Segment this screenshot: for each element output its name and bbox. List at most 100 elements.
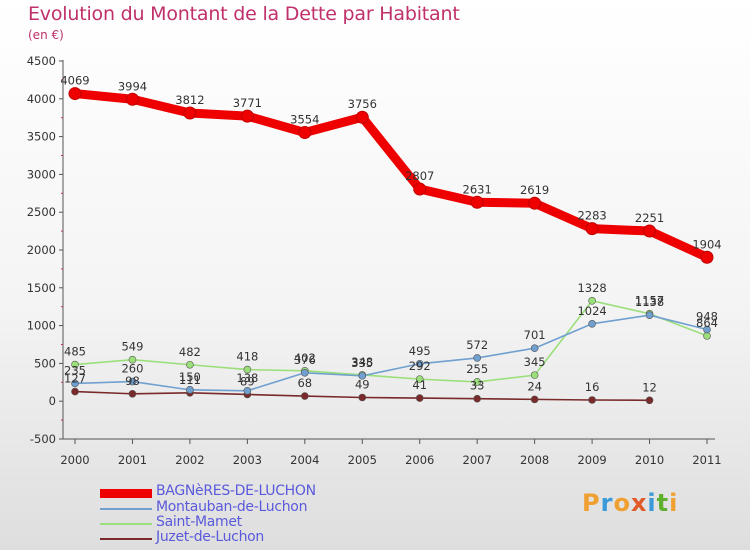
data-point: [588, 297, 596, 305]
proxiti-logo: Proxiti: [582, 489, 678, 517]
x-tick-label: 2006: [405, 453, 434, 467]
data-label: 572: [466, 338, 488, 352]
data-point: [473, 378, 481, 386]
data-point: [703, 332, 711, 340]
data-point: [530, 344, 539, 353]
data-label: 41: [412, 378, 427, 392]
data-label: 98: [125, 374, 140, 388]
y-tick-label: -500: [30, 432, 56, 446]
y-tick-label: 2500: [27, 205, 56, 219]
data-point: [186, 386, 194, 394]
data-point: [128, 389, 137, 398]
x-tick-label: 2004: [290, 453, 319, 467]
data-label: 402: [294, 351, 316, 365]
x-tick-label: 2003: [233, 453, 262, 467]
legend-item: Juzet-de-Luchon: [100, 529, 360, 547]
y-tick-label: 4500: [27, 54, 56, 68]
legend-item: Montauban-de-Luchon: [100, 499, 360, 517]
data-point: [183, 106, 197, 120]
data-point: [68, 87, 82, 101]
data-point: [588, 396, 596, 404]
data-label: 376: [294, 353, 316, 367]
data-point: [71, 360, 79, 369]
data-point: [643, 224, 657, 238]
x-tick-label: 2009: [577, 453, 606, 467]
x-tick-label: 2000: [60, 453, 89, 467]
y-tick-label: 1000: [27, 319, 56, 333]
data-label: 482: [179, 345, 201, 359]
data-point: [473, 354, 481, 362]
chart-unit: (en €): [28, 28, 64, 42]
data-label: 127: [64, 372, 86, 386]
data-label: 701: [524, 328, 546, 342]
data-label: 948: [696, 310, 718, 324]
data-label: 255: [466, 362, 488, 376]
data-label: 24: [527, 379, 542, 393]
data-label: 495: [409, 344, 431, 358]
legend-item: BAGNèRES-DE-LUCHON: [100, 483, 360, 501]
data-label: 138: [236, 371, 258, 385]
data-label: 3554: [290, 113, 319, 127]
data-label: 1328: [577, 281, 606, 295]
logo-letter: i: [647, 489, 657, 517]
legend-swatch: [100, 488, 152, 498]
x-tick-label: 2007: [463, 453, 492, 467]
logo-letter: x: [630, 489, 648, 517]
data-label: 1157: [635, 294, 664, 308]
y-tick-label: 1500: [27, 281, 56, 295]
data-label: 335: [351, 356, 373, 370]
logo-letter: r: [600, 489, 614, 517]
data-label: 33: [470, 379, 485, 393]
x-tick-label: 2001: [118, 453, 147, 467]
legend-label: Saint-Mamet: [156, 514, 242, 530]
data-point: [128, 355, 137, 364]
data-label: 68: [297, 376, 312, 390]
data-label: 1138: [635, 295, 664, 309]
series-line-1: [74, 314, 708, 392]
data-label: 260: [121, 362, 143, 376]
data-label: 549: [121, 340, 143, 354]
data-label: 485: [64, 345, 86, 359]
data-label: 3812: [175, 93, 204, 107]
y-tick-label: 4000: [27, 92, 56, 106]
data-label: 2807: [405, 169, 434, 183]
data-point: [700, 250, 714, 264]
legend-item: Saint-Mamet: [100, 514, 360, 532]
data-label: 2283: [577, 209, 606, 223]
data-label: 111: [179, 373, 201, 387]
data-point: [585, 222, 599, 236]
data-point: [301, 368, 309, 377]
data-label: 2619: [520, 183, 549, 197]
data-point: [301, 392, 309, 400]
data-label: 16: [585, 380, 600, 394]
legend-swatch: [100, 523, 152, 525]
data-point: [588, 319, 596, 328]
legend-swatch: [100, 508, 152, 510]
y-tick-label: 0: [49, 394, 56, 408]
data-point: [71, 387, 79, 396]
y-tick-label: 2000: [27, 243, 56, 257]
data-point: [528, 196, 542, 210]
data-point: [125, 92, 139, 106]
data-point: [473, 394, 481, 403]
data-point: [703, 325, 711, 334]
data-label: 4069: [60, 74, 89, 88]
data-label: 2251: [635, 211, 664, 225]
data-label: 292: [409, 359, 431, 373]
data-point: [415, 394, 424, 402]
data-label: 2631: [463, 182, 492, 196]
series-line-0: [70, 89, 712, 262]
data-label: 3994: [118, 79, 147, 93]
data-point: [355, 110, 369, 124]
data-point: [415, 359, 424, 368]
legend-swatch: [100, 538, 152, 540]
x-tick-label: 2010: [635, 453, 664, 467]
data-point: [530, 371, 539, 379]
series-line-2: [74, 300, 708, 383]
data-label: 49: [355, 377, 370, 391]
data-point: [128, 377, 137, 386]
legend-label: Montauban-de-Luchon: [156, 499, 308, 515]
data-point: [413, 182, 427, 196]
